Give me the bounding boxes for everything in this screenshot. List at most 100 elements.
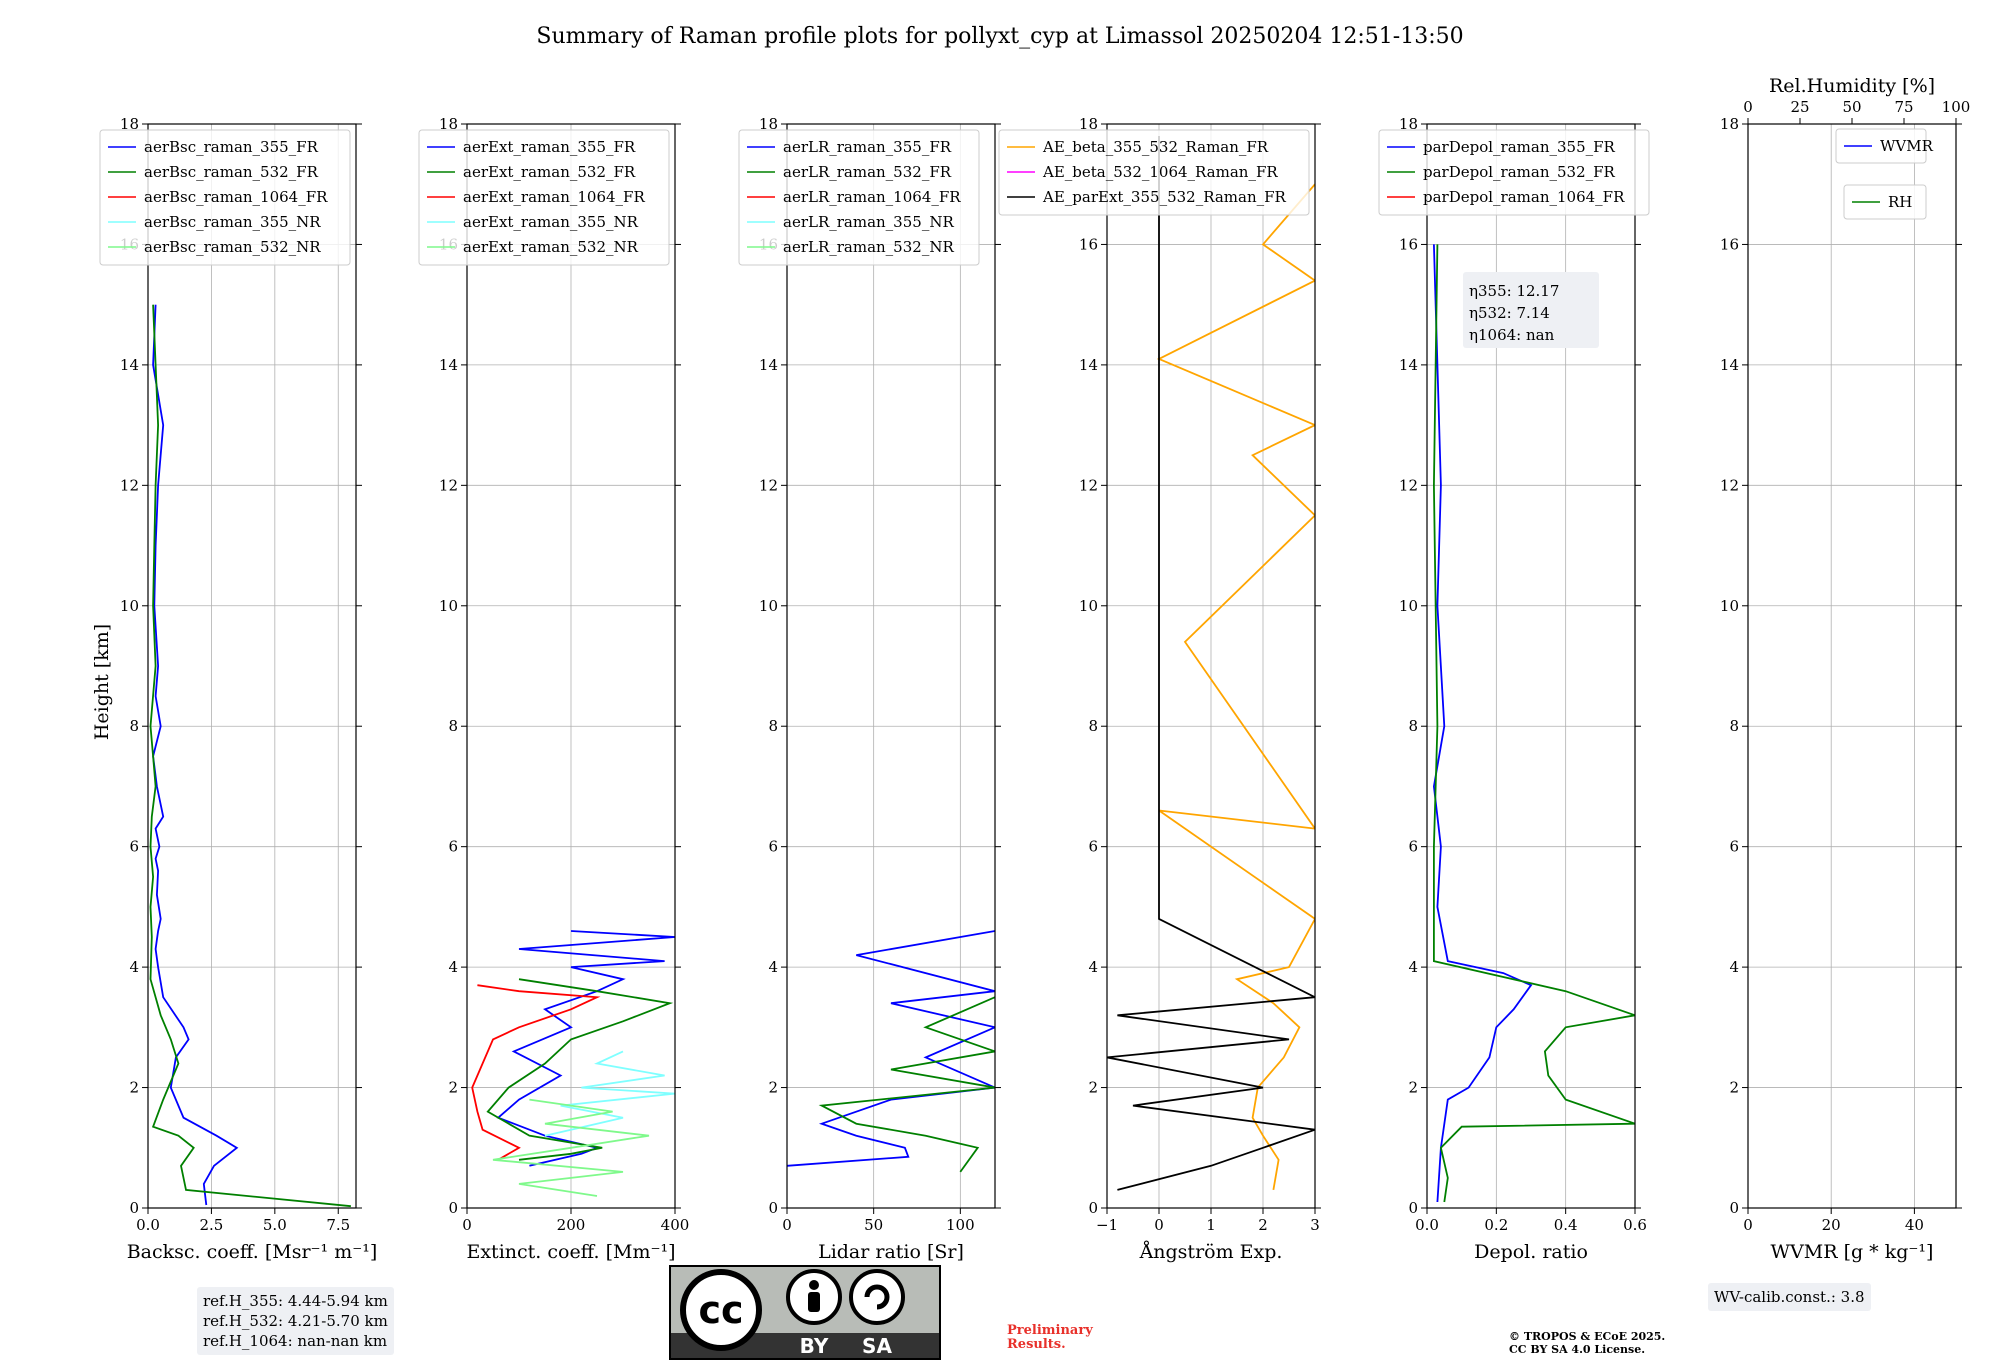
ytick-label: 18	[1079, 115, 1098, 133]
legend-entry: AE_beta_532_1064_Raman_FR	[1042, 163, 1278, 181]
ytick-label: 8	[1088, 717, 1098, 735]
ytick-label: 4	[1729, 958, 1739, 976]
figure-title: Summary of Raman profile plots for polly…	[536, 24, 1463, 49]
legend-dep: parDepol_raman_355_FR parDepol_raman_532_…	[1378, 129, 1650, 216]
legend-lr: aerLR_raman_355_FR aerLR_raman_532_FR aerL…	[738, 129, 980, 266]
xtick-label: 1	[1206, 1216, 1216, 1234]
legend-entry: aerLR_raman_1064_FR	[783, 188, 961, 206]
top-xtick-label: 0	[1743, 98, 1753, 116]
wv-calib-text: WV-calib.const.: 3.8	[1714, 1288, 1865, 1306]
xtick-label: 40	[1905, 1216, 1924, 1234]
legend-bsc: aerBsc_raman_355_FR aerBsc_raman_532_FRae…	[99, 129, 351, 266]
series-aerExt_raman_355_NR	[544, 1050, 675, 1137]
ytick-label: 18	[1720, 115, 1739, 133]
ytick-label: 14	[439, 356, 458, 374]
ytick-label: 4	[448, 958, 458, 976]
ytick-label: 14	[120, 356, 139, 374]
legend-entry: aerBsc_raman_532_FR	[144, 163, 319, 181]
xtick-label: 0	[782, 1216, 792, 1234]
xtick-label: 0.4	[1554, 1216, 1578, 1234]
legend-entry: aerExt_raman_532_NR	[463, 238, 639, 256]
series-aerExt_raman_532_NR	[492, 1098, 650, 1197]
legend-entry: AE_beta_355_532_Raman_FR	[1042, 138, 1269, 156]
ytick-label: 18	[439, 115, 458, 133]
ytick-label: 14	[759, 356, 778, 374]
legend-entry: aerBsc_raman_1064_FR	[144, 188, 328, 206]
legend-box	[1378, 129, 1650, 216]
ref-height-1064: ref.H_1064: nan-nan km	[203, 1332, 388, 1350]
preliminary-line-2: Results.	[1007, 1337, 1066, 1352]
ref-height-355: ref.H_355: 4.44-5.94 km	[203, 1292, 388, 1310]
series-AE_beta_355_532_Raman_FR	[1156, 183, 1315, 1191]
legend-entry: aerBsc_raman_355_FR	[144, 138, 319, 156]
ytick-label: 0	[129, 1199, 139, 1217]
series-aerBsc_raman_355_FR	[152, 304, 239, 1206]
ytick-label: 10	[1079, 597, 1098, 615]
top-xtick-label: 75	[1894, 98, 1913, 116]
copyright-line-2: CC BY SA 4.0 License.	[1509, 1343, 1646, 1356]
ytick-label: 2	[448, 1079, 458, 1097]
xtick-label: 0	[462, 1216, 472, 1234]
ytick-label: 14	[1720, 356, 1739, 374]
series-aerExt_raman_532_FR	[486, 978, 674, 1161]
xtick-label: 3	[1310, 1216, 1320, 1234]
ytick-label: 4	[129, 958, 139, 976]
axes-frame	[786, 123, 996, 1209]
legend-box	[99, 129, 351, 266]
copyright-note: © TROPOS & ECoE 2025. CC BY SA 4.0 Licen…	[1509, 1330, 1665, 1356]
ytick-label: 8	[129, 717, 139, 735]
ref-height-box: ref.H_355: 4.44-5.94 km ref.H_532: 4.21-…	[197, 1287, 394, 1355]
xtick-label: 0.0	[1415, 1216, 1439, 1234]
legend-entry: aerExt_raman_1064_FR	[463, 188, 645, 206]
ytick-label: 8	[1408, 717, 1418, 735]
legend-entry: aerExt_raman_355_NR	[463, 213, 639, 231]
ytick-label: 6	[1088, 838, 1098, 856]
eta-line: η1064: nan	[1469, 326, 1555, 344]
ytick-label: 0	[448, 1199, 458, 1217]
xtick-label: 5.0	[263, 1216, 287, 1234]
ytick-label: 18	[120, 115, 139, 133]
ytick-label: 12	[439, 476, 458, 494]
series-aerExt_raman_1064_FR	[471, 984, 601, 1161]
xtick-label: 0	[1743, 1216, 1753, 1234]
sa-arrow	[864, 1284, 890, 1310]
ytick-label: 6	[768, 838, 778, 856]
series-parDepol_raman_355_FR	[1432, 244, 1533, 1203]
ytick-label: 2	[1408, 1079, 1418, 1097]
ytick-label: 14	[1079, 356, 1098, 374]
xtick-label: 0.2	[1484, 1216, 1508, 1234]
ytick-label: 6	[129, 838, 139, 856]
xaxis-label: WVMR [g * kg⁻¹]	[1771, 1241, 1934, 1263]
series-aerExt_raman_355_FR	[496, 930, 675, 1167]
ytick-label: 2	[1729, 1079, 1739, 1097]
cc-icon-text: cc	[698, 1288, 743, 1332]
axes-frame	[1747, 123, 1957, 1209]
legend-entry: parDepol_raman_532_FR	[1423, 163, 1616, 181]
ytick-label: 12	[759, 476, 778, 494]
series-aerBsc_raman_532_FR	[149, 304, 351, 1208]
ytick-label: 8	[1729, 717, 1739, 735]
ytick-label: 0	[1729, 1199, 1739, 1217]
xaxis-label: Depol. ratio	[1474, 1241, 1588, 1263]
ytick-label: 4	[1088, 958, 1098, 976]
ytick-label: 2	[129, 1079, 139, 1097]
y-axis-label: Height [km]	[91, 624, 113, 740]
xtick-label: 2.5	[199, 1216, 223, 1234]
legend-box	[418, 129, 670, 266]
copyright-line-1: © TROPOS & ECoE 2025.	[1509, 1330, 1666, 1343]
legend-ae: AE_beta_355_532_Raman_FR AE_beta_532_1064…	[998, 129, 1310, 216]
ytick-label: 8	[448, 717, 458, 735]
legend-entry: aerBsc_raman_355_NR	[144, 213, 321, 231]
preliminary-note: Preliminary Results.	[1007, 1324, 1093, 1352]
eta-annotation: η355: 12.17 η532: 7.14 η1064: nan	[1463, 272, 1599, 348]
legend-wv: WVMR RH	[1835, 128, 1934, 220]
ytick-label: 18	[759, 115, 778, 133]
ytick-label: 10	[439, 597, 458, 615]
legend-ext: aerExt_raman_355_FR aerExt_raman_532_FRae…	[418, 129, 670, 266]
panel-ext: 0246810121416180200400Extinct. coeff. [M…	[418, 115, 689, 1263]
legend-entry: aerLR_raman_532_NR	[783, 238, 954, 256]
ytick-label: 10	[759, 597, 778, 615]
ytick-label: 16	[1399, 235, 1418, 253]
